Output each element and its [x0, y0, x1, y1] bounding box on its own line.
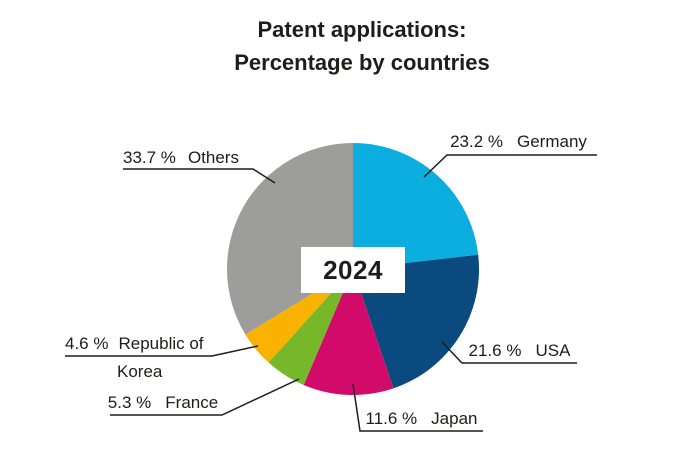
- leader-line-france: [110, 378, 300, 416]
- leader-line-japan: [352, 383, 483, 432]
- slice-name-korea-line-1: Republic of: [118, 334, 204, 353]
- chart-title-line-2: Percentage by countries: [234, 50, 490, 75]
- pie-slice-germany: [353, 142, 479, 269]
- slice-label-korea-row-1: 4.6 % Republic of: [65, 333, 204, 354]
- slice-name-usa: USA: [535, 341, 571, 360]
- leader-line-others: [123, 168, 276, 184]
- leader-line-usa: [441, 341, 577, 364]
- chart-title: Patent applications: Percentage by count…: [62, 13, 662, 79]
- chart-title-line-1: Patent applications:: [257, 17, 467, 42]
- slice-value-germany: 23.2 %: [450, 132, 503, 151]
- pie-slice-japan: [303, 269, 394, 395]
- slice-label-others: 33.7 % Others: [123, 147, 253, 168]
- slice-value-usa: 21.6 %: [468, 341, 522, 360]
- slice-name-others: Others: [187, 148, 239, 167]
- slice-name-korea-line-2: Korea: [117, 362, 163, 381]
- slice-name-japan: Japan: [431, 409, 478, 428]
- slice-label-germany: 23.2 % Germany: [440, 131, 597, 152]
- slice-label-korea: 4.6 % Republic of Korea: [65, 333, 204, 382]
- slice-value-korea: 4.6 %: [65, 334, 109, 353]
- slice-value-france: 5.3 %: [107, 393, 152, 412]
- leader-line-germany: [423, 154, 597, 178]
- pie-slice-france: [268, 269, 353, 385]
- center-year-box: 2024: [301, 247, 405, 293]
- slice-label-japan: 11.6 % Japan: [360, 408, 483, 429]
- center-year-text: 2024: [323, 254, 383, 285]
- slice-label-france: 5.3 % France: [104, 392, 222, 413]
- slice-label-korea-row-2: Korea: [117, 361, 204, 382]
- leader-line-korea: [65, 345, 259, 357]
- slice-name-france: France: [165, 393, 219, 412]
- slice-value-others: 33.7 %: [123, 148, 176, 167]
- slice-value-japan: 11.6 %: [365, 409, 418, 428]
- slice-label-usa: 21.6 % USA: [462, 340, 577, 361]
- slice-name-germany: Germany: [517, 132, 587, 151]
